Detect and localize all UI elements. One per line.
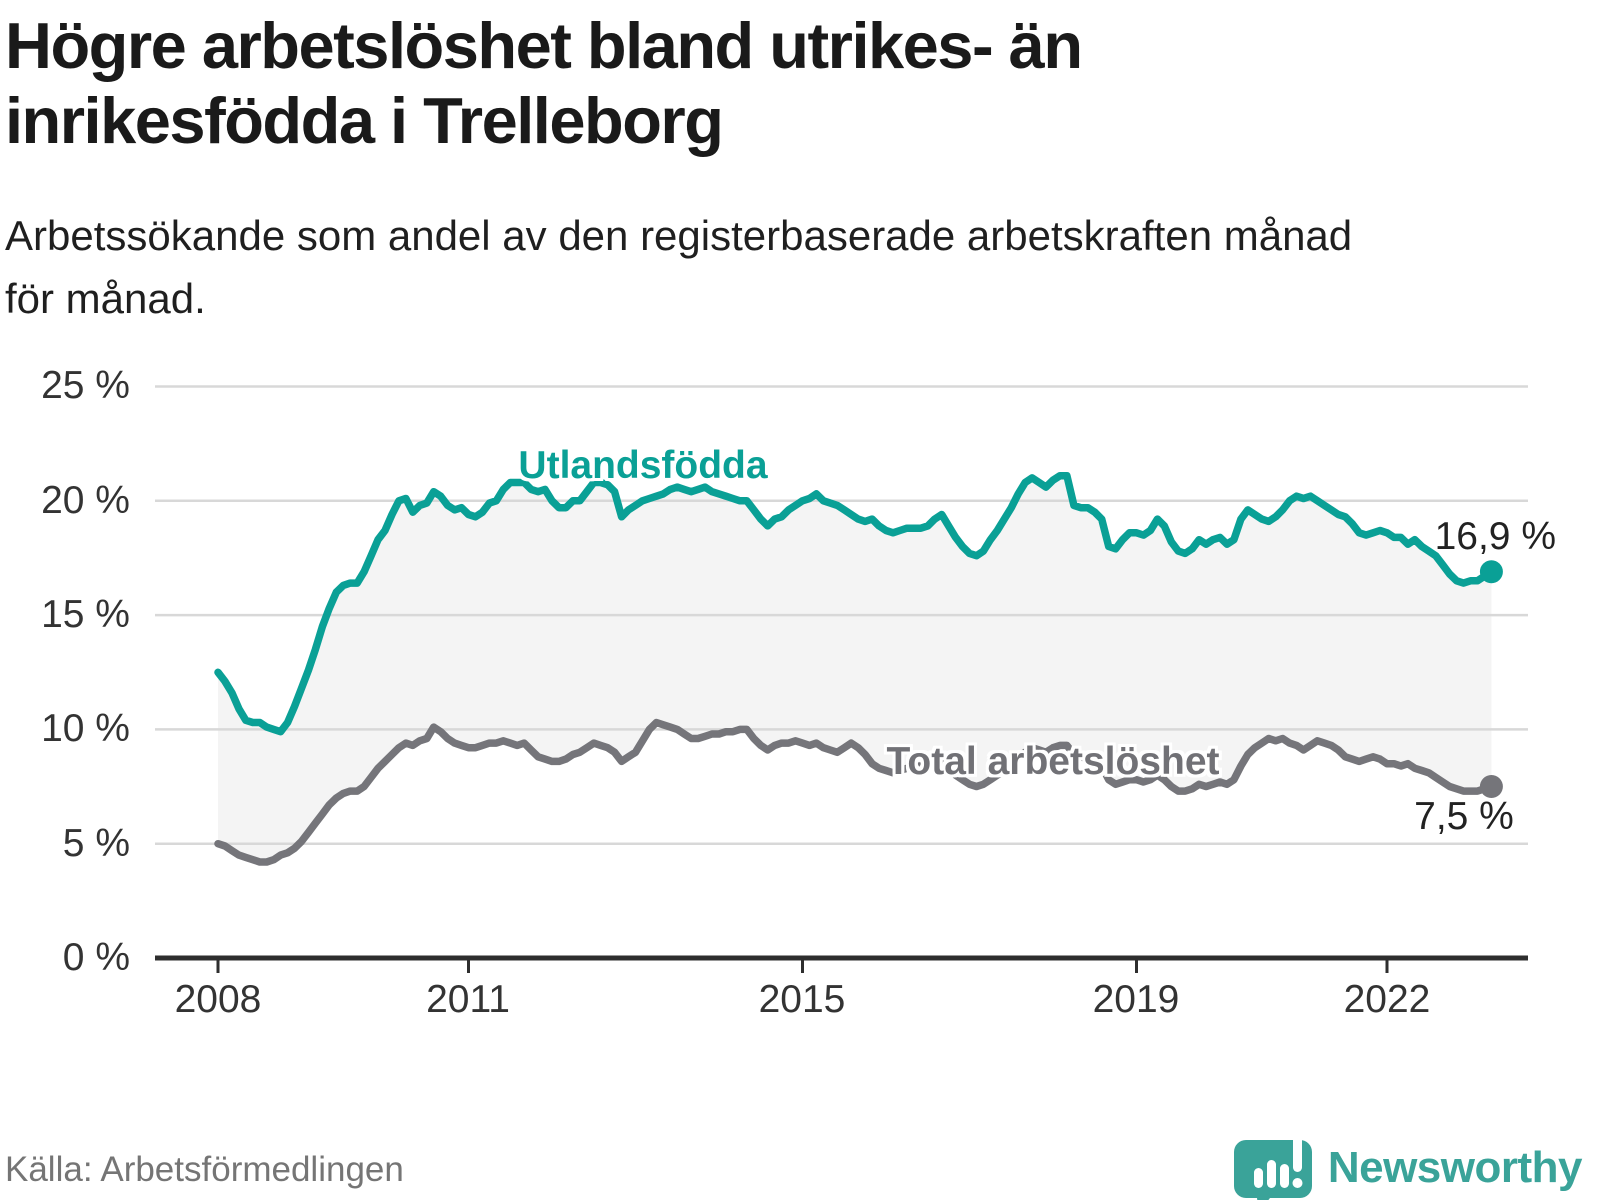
chart-subtitle-line2: för månad. <box>5 275 206 322</box>
end-value-utlandsfodda: 16,9 % <box>1434 515 1556 558</box>
x-tick-label-2019: 2019 <box>1092 978 1180 1021</box>
series-label-utlandsfodda: Utlandsfödda <box>518 444 768 487</box>
y-tick-label-20: 20 % <box>41 479 130 522</box>
x-tick-label-2015: 2015 <box>758 978 846 1021</box>
y-tick-label-25: 25 % <box>41 364 130 407</box>
y-tick-label-10: 10 % <box>41 707 130 750</box>
series-total-end-dot <box>1479 775 1503 798</box>
series-band-fill <box>218 475 1492 862</box>
chart-subtitle: Arbetssökande som andel av den registerb… <box>5 204 1352 330</box>
newsworthy-logo-icon <box>1233 1130 1312 1200</box>
series-utlandsfodda-end-dot <box>1479 560 1503 584</box>
x-tick-label-2008: 2008 <box>174 978 262 1021</box>
end-value-total: 7,5 % <box>1414 795 1514 838</box>
series-label-total: Total arbetslöshet <box>886 740 1220 783</box>
gridlines <box>155 385 1528 845</box>
y-tick-label-5: 5 % <box>62 822 130 865</box>
series-total-line <box>214 718 1496 866</box>
chart-title: Högre arbetslöshet bland utrikes- än inr… <box>5 8 1083 159</box>
y-tick-label-0: 0 % <box>62 936 130 979</box>
newsworthy-logo-text: Newsworthy <box>1327 1143 1583 1192</box>
chart-subtitle-line1: Arbetssökande som andel av den registerb… <box>5 212 1353 259</box>
x-tick-label-2022: 2022 <box>1343 978 1431 1021</box>
chart-title-line1: Högre arbetslöshet bland utrikes- än <box>5 9 1083 82</box>
series-utlandsfodda-line <box>214 471 1496 736</box>
newsworthy-branding: Newsworthy <box>1232 1122 1583 1200</box>
source-caption: Källa: Arbetsförmedlingen <box>5 1150 404 1189</box>
x-axis-ticks <box>216 960 1389 973</box>
y-tick-label-15: 15 % <box>41 593 130 636</box>
x-tick-label-2011: 2011 <box>426 978 510 1021</box>
chart-title-line2: inrikesfödda i Trelleborg <box>5 84 724 158</box>
bar-chart-exclamation-glyph <box>1253 1130 1303 1188</box>
